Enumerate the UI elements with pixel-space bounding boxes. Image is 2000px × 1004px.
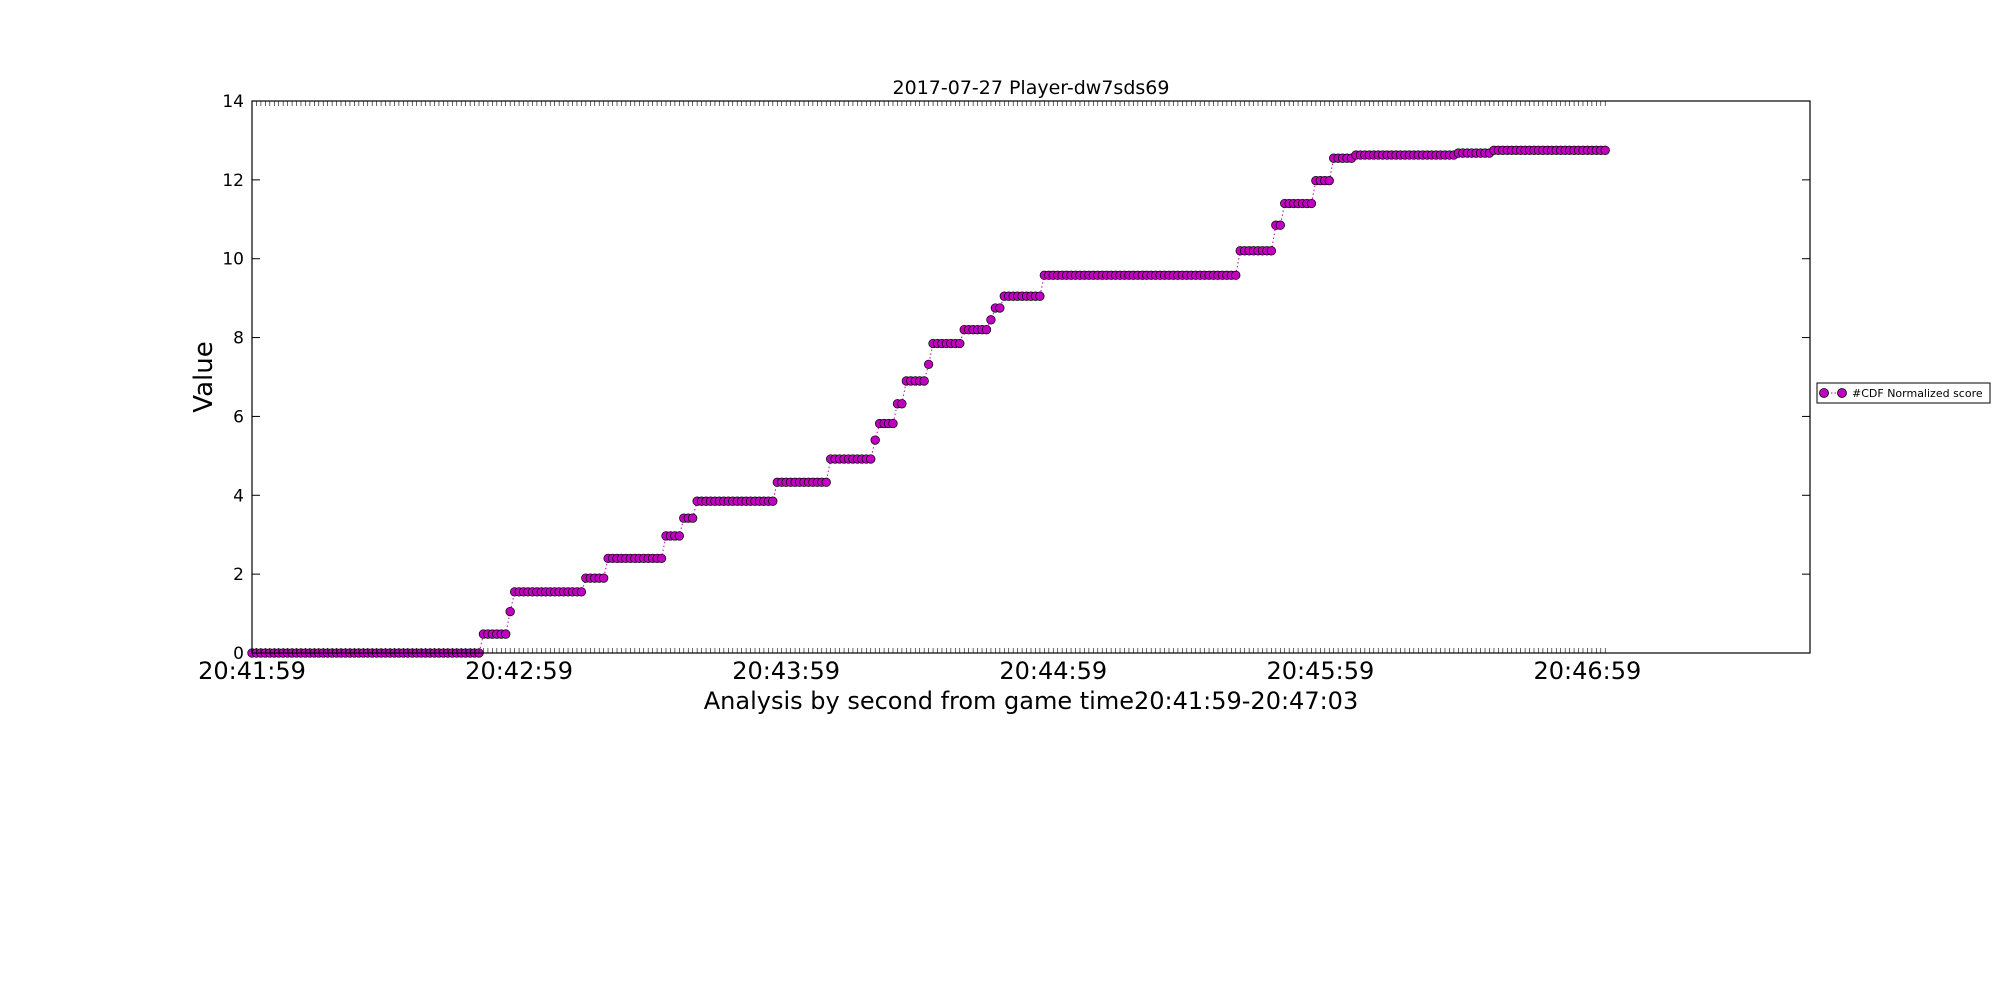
series-line — [252, 149, 1606, 654]
y-tick-label: 0 — [233, 644, 244, 664]
x-tick-label: 20:42:59 — [465, 657, 573, 685]
x-axis-label: Analysis by second from game time20:41:5… — [704, 687, 1358, 715]
data-point — [1600, 145, 1610, 155]
data-point — [1324, 175, 1334, 186]
data-point — [599, 573, 609, 583]
x-tick-label: 20:46:59 — [1534, 657, 1642, 685]
plot-marks — [247, 145, 1610, 658]
data-point — [923, 359, 934, 370]
data-point — [981, 325, 992, 335]
data-point — [768, 496, 778, 506]
data-point — [1306, 198, 1317, 209]
y-tick-label: 2 — [233, 565, 244, 585]
y-axis-label: Value — [189, 341, 219, 412]
data-point — [995, 303, 1005, 313]
data-point — [870, 435, 880, 445]
data-point — [1266, 246, 1277, 256]
data-point — [1275, 220, 1285, 230]
data-point — [821, 477, 831, 487]
legend-entry-label: #CDF Normalized score — [1852, 387, 1983, 400]
chart-title: 2017-07-27 Player-dw7sds69 — [893, 77, 1170, 99]
data-point — [888, 418, 898, 429]
data-point — [674, 531, 684, 541]
plot-frame — [251, 100, 1811, 654]
y-tick-label: 12 — [222, 171, 244, 191]
x-tick-label: 20:44:59 — [999, 657, 1107, 685]
data-point — [656, 553, 667, 564]
data-point — [955, 338, 965, 349]
y-tick-label: 10 — [222, 250, 244, 270]
legend-marker — [1837, 388, 1847, 398]
data-point — [1035, 291, 1045, 301]
data-point — [919, 376, 929, 386]
data-point — [501, 629, 511, 639]
data-point — [505, 606, 515, 617]
x-tick-label: 20:43:59 — [732, 657, 840, 685]
data-point — [866, 454, 876, 464]
data-point — [986, 315, 996, 325]
data-point — [576, 587, 587, 597]
legend-box — [1816, 382, 1991, 404]
legend-marker — [1819, 388, 1829, 398]
x-tick-label: 20:45:59 — [1266, 657, 1374, 685]
data-point — [897, 399, 907, 409]
axes: 0 2 4 6 8 10 12 14 20:41:59 20:42:59 20:43:59 20:44… — [198, 92, 1810, 685]
legend: #CDF Normalized score — [1816, 382, 1991, 404]
x-tick-label: 20:41:59 — [198, 657, 306, 685]
data-point — [1231, 270, 1241, 280]
y-tick-label: 14 — [222, 92, 244, 112]
y-tick-label: 6 — [233, 407, 244, 427]
y-tick-label: 8 — [233, 329, 244, 349]
data-point — [688, 513, 698, 523]
y-tick-label: 4 — [233, 486, 244, 506]
